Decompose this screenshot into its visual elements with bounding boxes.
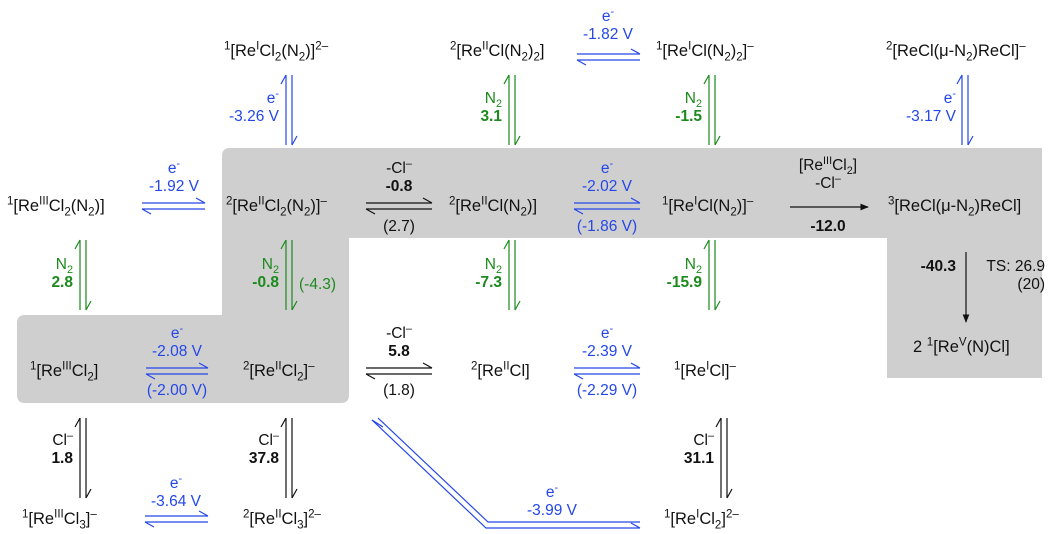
eq-arrow-e-row4-mid xyxy=(573,362,641,380)
species-ReCl2N2-dianion: 1[ReICl2(N2)]2– xyxy=(224,40,329,64)
label-recl2-coupling: [ReIIICl2] -Cl– xyxy=(798,154,858,192)
label-ts: TS: 26.9 (20) xyxy=(986,258,1045,293)
eq-arrow-cl-bottom-2 xyxy=(280,417,298,499)
species-bridged-dimer-triplet: 3[ReCl(μ-N2)ReCl] xyxy=(888,195,1022,219)
label-cl-row2: -Cl– -0.8 xyxy=(385,157,413,195)
species-ReIIICl3-anion: 1[ReIIICl3]– xyxy=(22,508,97,532)
label-e-row4-left-rev: (-2.00 V) xyxy=(146,382,208,399)
label-n2-top-mid: N2 3.1 xyxy=(480,90,502,125)
label-e-row4-left: e- -2.08 V xyxy=(152,322,202,360)
label-e-row4-mid-rev: (-2.29 V) xyxy=(576,382,638,399)
eq-arrow-cl-bottom-right xyxy=(715,417,733,499)
eq-arrow-e-row4-left xyxy=(145,362,209,380)
species-ReICl2-dianion: 1[ReICl2]2– xyxy=(664,508,739,532)
label-n2-top-right: N2 -1.5 xyxy=(675,90,702,125)
species-bridged-dimer-anion: 2[ReCl(μ-N2)ReCl]– xyxy=(886,40,1026,64)
eq-arrow-n2-mid-2 xyxy=(280,239,298,311)
label-cl-bottom-2: Cl– 37.8 xyxy=(248,429,279,467)
species-ReCl-N2-2-anion: 1[ReICl(N2)2]– xyxy=(656,40,754,64)
eq-arrow-cl-row4 xyxy=(365,362,433,380)
label-n2-mid-2: N2 -0.8 xyxy=(252,256,279,291)
eq-arrow-e-bottom-diag xyxy=(371,417,641,529)
eq-arrow-n2-mid-3 xyxy=(503,239,521,311)
label-cl-bottom-right: Cl– 31.1 xyxy=(683,429,714,467)
eq-arrow-e-bottom-left xyxy=(144,510,209,528)
label-e-row4-mid: e- -2.39 V xyxy=(582,322,632,360)
species-ReV-nitride: 2 1[ReV(N)Cl] xyxy=(913,336,1010,356)
eq-arrow-cl-row2 xyxy=(365,197,433,215)
label-cl-row4-rev: (1.8) xyxy=(383,382,415,399)
species-ReIIClN2: 2[ReIICl(N2)] xyxy=(449,195,538,219)
label-e-top-right: e- -3.17 V xyxy=(906,87,956,125)
label-e-bottom-diag: e- -3.99 V xyxy=(527,481,577,519)
label-n2-mid-2-rev: (-4.3) xyxy=(299,276,337,293)
eq-arrow-e-row2-mid xyxy=(573,197,641,215)
label-e-top-mid: e- -1.82 V xyxy=(583,5,633,43)
species-ReIICl3-dianion: 2[ReIICl3]2– xyxy=(243,508,321,532)
eq-arrow-e-top-mid xyxy=(576,48,641,66)
species-ReIICl: 2[ReIICl] xyxy=(471,360,530,380)
label-cl-row2-rev: (2.7) xyxy=(383,218,415,235)
species-ReIICl2-anion: 2[ReIICl2]– xyxy=(243,360,315,384)
species-ReIIICl2: 1[ReIIICl2] xyxy=(30,360,99,384)
label-e-row2-mid-rev: (-1.86 V) xyxy=(576,218,638,235)
label-cl-bottom-left: Cl– 1.8 xyxy=(51,429,73,467)
label-e-top-left: e- -3.26 V xyxy=(229,87,279,125)
label-n2-mid-3: N2 -7.3 xyxy=(475,256,502,291)
label-n2-mid-left: N2 2.8 xyxy=(51,256,73,291)
eq-arrow-e-row2-left xyxy=(141,197,206,215)
label-recl2-energy: -12.0 xyxy=(810,218,846,235)
species-ReIClN2-anion: 1[ReICl(N2)]– xyxy=(662,195,754,219)
label-e-row2-left: e- -1.92 V xyxy=(149,157,199,195)
eq-arrow-n2-mid-left xyxy=(74,239,92,311)
eq-arrow-n2-top-right xyxy=(703,74,721,146)
label-e-bottom-left: e- -3.64 V xyxy=(151,472,201,510)
species-ReIICl2N2-anion: 2[ReIICl2(N2)]– xyxy=(226,195,327,219)
label-e-row2-mid: e- -2.02 V xyxy=(582,157,632,195)
eq-arrow-n2-mid-4 xyxy=(703,239,721,311)
label-n2-mid-4: N2 -15.9 xyxy=(666,256,702,291)
label-split-energy: -40.3 xyxy=(920,258,956,275)
species-ReICl-anion: 1[ReICl]– xyxy=(674,360,736,380)
eq-arrow-cl-bottom-left xyxy=(74,417,92,499)
eq-arrow-e-top-right xyxy=(956,74,974,146)
species-ReCl-N2-2: 2[ReIICl(N2)2] xyxy=(450,40,545,64)
highlight-pathway xyxy=(17,148,1042,403)
label-cl-row4: -Cl– 5.8 xyxy=(386,322,412,360)
eq-arrow-e-top-left xyxy=(280,74,298,146)
eq-arrow-n2-top-mid xyxy=(503,74,521,146)
species-ReIIICl2N2: 1[ReIIICl2(N2)] xyxy=(7,195,105,219)
